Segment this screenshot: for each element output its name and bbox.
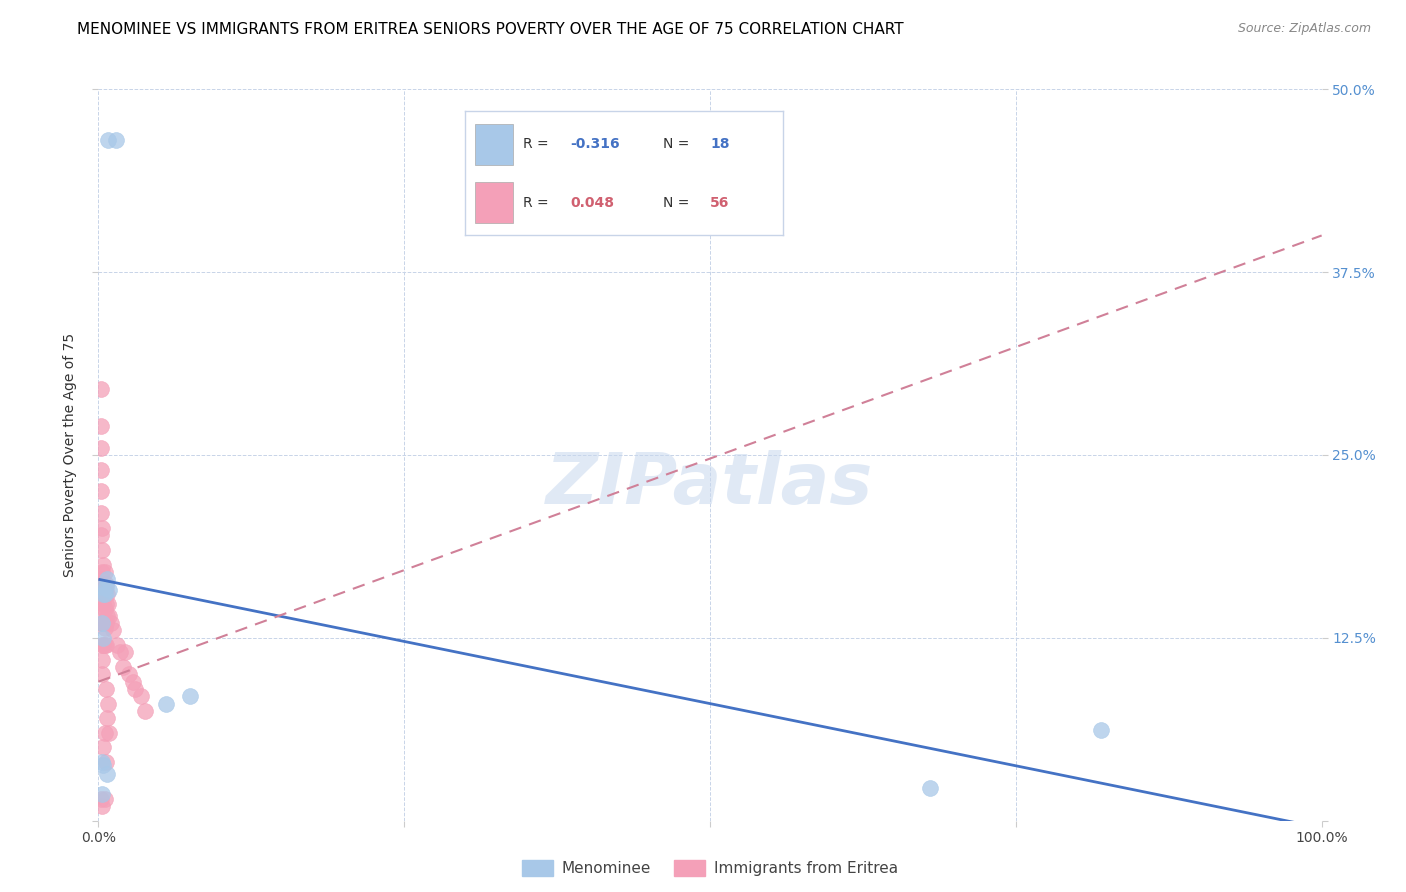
- Point: [90, 528, 112, 542]
- Point: [93, 587, 115, 601]
- Point: [920, 781, 942, 796]
- Point: [98, 582, 121, 597]
- Point: [121, 674, 143, 689]
- Point: [94, 580, 117, 594]
- Point: [98, 608, 121, 623]
- Point: [94, 681, 117, 696]
- Point: [96, 608, 118, 623]
- Point: [111, 660, 134, 674]
- Point: [91, 758, 114, 772]
- Point: [1090, 723, 1112, 737]
- Point: [91, 587, 114, 601]
- Point: [98, 726, 121, 740]
- Point: [90, 418, 112, 433]
- Point: [90, 441, 112, 455]
- Point: [155, 697, 177, 711]
- Point: [91, 558, 114, 572]
- Point: [91, 565, 114, 579]
- Point: [91, 638, 114, 652]
- Point: [91, 521, 114, 535]
- Text: Source: ZipAtlas.com: Source: ZipAtlas.com: [1237, 22, 1371, 36]
- Point: [94, 576, 117, 591]
- Point: [100, 616, 122, 631]
- Point: [91, 667, 114, 681]
- Point: [91, 631, 114, 645]
- Point: [93, 726, 115, 740]
- Point: [91, 740, 114, 755]
- Point: [90, 484, 112, 499]
- Point: [96, 572, 118, 586]
- Point: [91, 616, 114, 631]
- Point: [97, 697, 120, 711]
- Point: [118, 667, 141, 681]
- Point: [114, 645, 136, 659]
- Point: [90, 507, 112, 521]
- Point: [110, 645, 132, 659]
- Point: [105, 638, 128, 652]
- Point: [94, 755, 117, 769]
- Point: [94, 616, 117, 631]
- Point: [96, 587, 118, 601]
- Point: [91, 653, 114, 667]
- Point: [91, 616, 114, 631]
- Point: [93, 638, 115, 652]
- Point: [91, 543, 114, 558]
- Point: [104, 133, 127, 147]
- Point: [96, 711, 118, 725]
- Point: [93, 621, 115, 635]
- Text: MENOMINEE VS IMMIGRANTS FROM ERITREA SENIORS POVERTY OVER THE AGE OF 75 CORRELAT: MENOMINEE VS IMMIGRANTS FROM ERITREA SEN…: [77, 22, 904, 37]
- Point: [91, 587, 114, 601]
- Point: [93, 601, 115, 615]
- Point: [91, 799, 114, 814]
- Point: [134, 704, 156, 718]
- Point: [91, 576, 114, 591]
- Point: [90, 382, 112, 396]
- Point: [93, 582, 115, 597]
- Point: [91, 755, 114, 769]
- Y-axis label: Seniors Poverty Over the Age of 75: Seniors Poverty Over the Age of 75: [63, 333, 77, 577]
- Point: [97, 133, 120, 147]
- Point: [124, 681, 146, 696]
- Point: [90, 462, 112, 476]
- Point: [94, 638, 117, 652]
- Point: [96, 767, 118, 781]
- Point: [91, 638, 114, 652]
- Point: [94, 597, 117, 611]
- Legend: Menominee, Immigrants from Eritrea: Menominee, Immigrants from Eritrea: [516, 855, 904, 882]
- Point: [101, 624, 124, 638]
- Point: [91, 616, 114, 631]
- Point: [91, 787, 114, 801]
- Text: ZIPatlas: ZIPatlas: [547, 450, 873, 518]
- Point: [129, 690, 152, 704]
- Point: [179, 690, 201, 704]
- Point: [91, 601, 114, 615]
- Point: [91, 597, 114, 611]
- Point: [97, 597, 120, 611]
- Point: [90, 791, 112, 805]
- Point: [91, 572, 114, 586]
- Point: [93, 791, 115, 805]
- Point: [91, 580, 114, 594]
- Point: [93, 565, 115, 579]
